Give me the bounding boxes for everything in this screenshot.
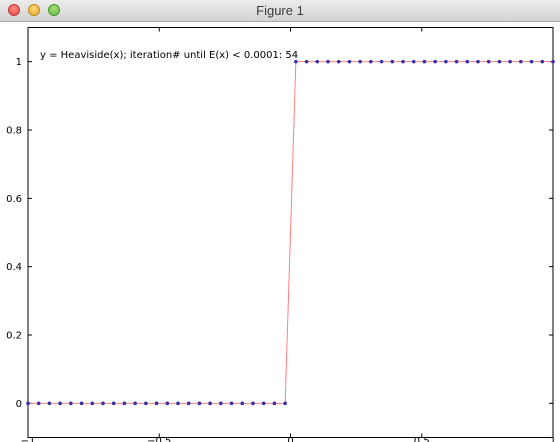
series-lines <box>28 61 553 404</box>
data-point <box>272 401 277 406</box>
title-bar[interactable]: Figure 1 <box>0 0 560 22</box>
data-point <box>122 401 127 406</box>
data-point <box>47 401 52 406</box>
data-point <box>497 59 502 64</box>
data-point <box>326 59 330 64</box>
data-point <box>304 59 309 64</box>
x-tick-label: −0.5 <box>147 436 171 442</box>
data-point <box>69 401 73 406</box>
x-tick-label: 0 <box>287 436 293 442</box>
data-point <box>465 59 470 64</box>
data-point <box>26 401 30 406</box>
data-point <box>401 59 405 64</box>
data-point <box>336 59 341 64</box>
data-point <box>261 401 266 406</box>
data-point <box>379 59 384 64</box>
x-tick-label: 1 <box>550 436 556 442</box>
y-tick-label: 0.6 <box>6 194 22 205</box>
window-title: Figure 1 <box>256 3 304 18</box>
plot-area: −1 −0.5 0 0.5 1 0 0.2 0.4 0.6 0.8 1 y = Heaviside(… <box>0 22 560 442</box>
data-point <box>422 59 427 64</box>
data-point <box>154 401 159 406</box>
data-point <box>486 59 491 64</box>
data-point <box>369 59 373 64</box>
series-markers <box>26 59 555 406</box>
axis-tick-labels: −1 −0.5 0 0.5 1 0 0.2 0.4 0.6 0.8 1 <box>6 57 556 442</box>
close-window-button[interactable] <box>8 4 20 16</box>
data-point <box>208 401 212 406</box>
data-point <box>390 59 395 64</box>
data-point <box>240 401 245 406</box>
data-point <box>551 59 555 64</box>
data-point <box>101 401 105 406</box>
data-point <box>36 401 41 406</box>
data-point <box>540 59 545 64</box>
y-tick-label: 1 <box>16 57 22 68</box>
data-point <box>144 401 148 406</box>
y-tick-label: 0.4 <box>6 262 22 273</box>
minimize-window-button[interactable] <box>28 4 40 16</box>
data-point <box>283 401 287 406</box>
data-point <box>133 401 137 406</box>
data-point <box>529 59 534 64</box>
data-point <box>79 401 84 406</box>
chart-annotation: y = Heaviside(x); iteration# until E(x) … <box>40 50 298 61</box>
data-point <box>219 401 223 406</box>
x-tick-label: −1 <box>21 436 36 442</box>
data-point <box>519 59 523 64</box>
data-point <box>90 401 95 406</box>
y-tick-label: 0 <box>16 399 22 410</box>
data-point <box>454 59 459 64</box>
data-point <box>411 59 416 64</box>
data-point <box>58 401 62 406</box>
y-tick-label: 0.8 <box>6 126 22 137</box>
data-point <box>315 59 320 64</box>
x-tick-label: 0.5 <box>414 436 430 442</box>
data-point <box>347 59 352 64</box>
data-point <box>358 59 362 64</box>
chart: −1 −0.5 0 0.5 1 0 0.2 0.4 0.6 0.8 1 y = Heaviside(… <box>6 27 556 442</box>
axis-ticks <box>27 27 554 438</box>
data-point <box>165 401 170 406</box>
data-point <box>197 401 202 406</box>
zoom-window-button[interactable] <box>48 4 60 16</box>
data-point <box>229 401 234 406</box>
y-tick-label: 0.2 <box>6 331 22 342</box>
data-point <box>186 401 191 406</box>
data-point <box>476 59 480 64</box>
data-point <box>508 59 512 64</box>
series-line <box>28 61 553 404</box>
data-point <box>433 59 437 64</box>
data-point <box>111 401 116 406</box>
data-point <box>444 59 448 64</box>
data-point <box>176 401 180 406</box>
data-point <box>251 401 255 406</box>
data-point <box>294 59 298 64</box>
